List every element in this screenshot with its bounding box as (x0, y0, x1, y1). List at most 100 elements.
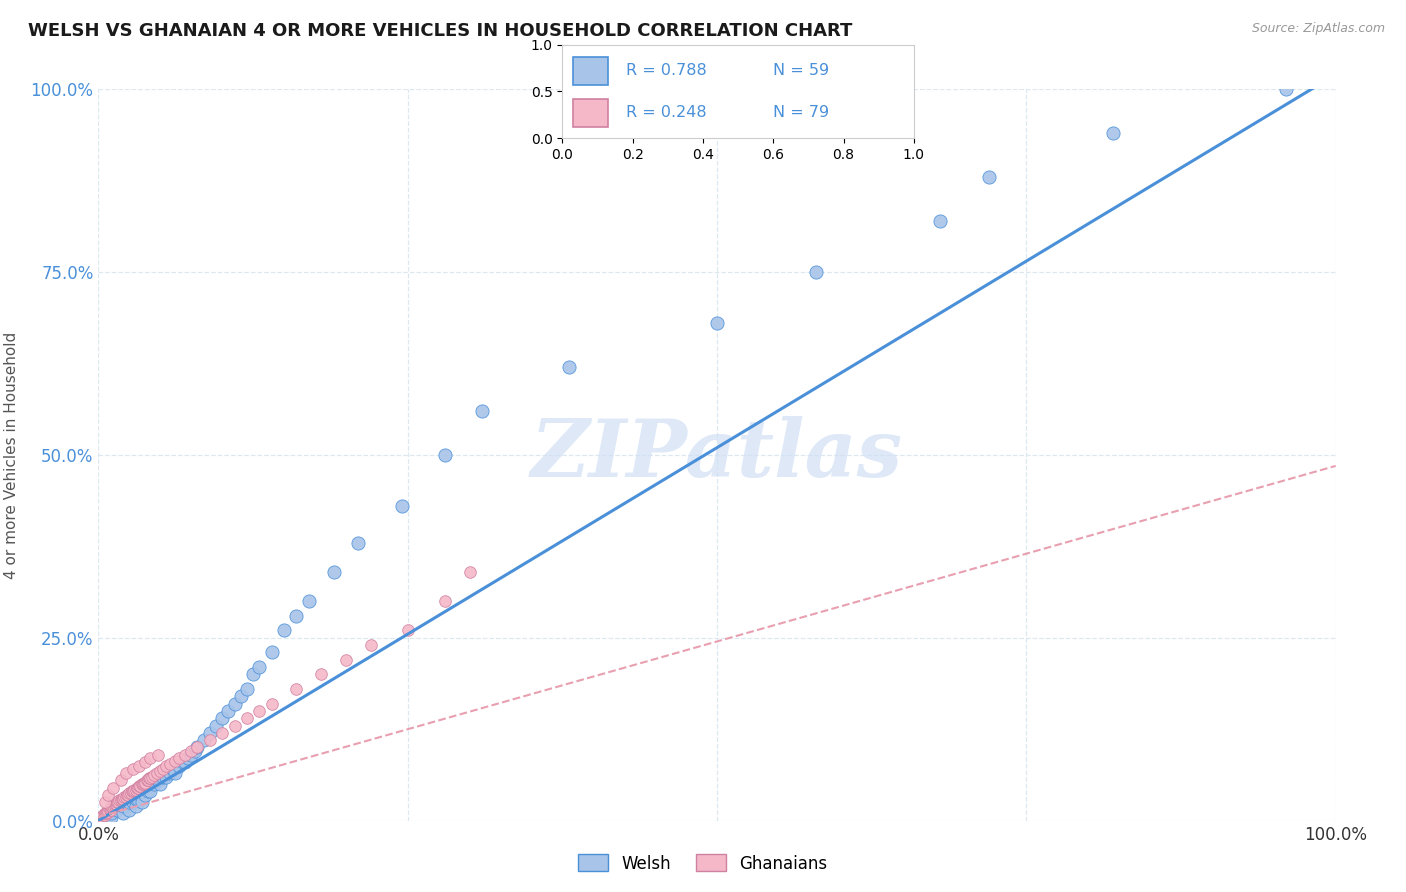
Point (143, 768, 166, 782)
Point (184, 744, 207, 758)
Point (143, 777, 166, 791)
Point (322, 565, 344, 579)
Point (360, 638, 382, 652)
Point (110, 773, 132, 788)
Point (98, 803, 121, 817)
Point (396, 624, 419, 638)
Point (159, 756, 181, 771)
Point (97, 805, 120, 819)
Point (1275, 82, 1298, 96)
Point (285, 681, 308, 696)
Point (134, 788, 156, 802)
Point (132, 777, 155, 791)
Point (131, 784, 153, 798)
Point (107, 796, 129, 810)
Point (100, 810, 122, 824)
Point (309, 667, 332, 681)
Point (96, 805, 118, 819)
Y-axis label: 4 or more Vehicles in Household: 4 or more Vehicles in Household (4, 331, 20, 579)
Point (211, 726, 233, 740)
FancyBboxPatch shape (574, 99, 609, 127)
Point (165, 754, 187, 768)
Point (101, 800, 124, 814)
Point (217, 704, 239, 718)
Point (260, 697, 283, 711)
Point (180, 744, 202, 758)
Point (103, 780, 125, 795)
Point (198, 726, 221, 740)
Point (193, 733, 215, 747)
Point (433, 448, 456, 462)
Point (122, 784, 145, 798)
Point (118, 796, 141, 810)
Point (180, 747, 202, 762)
Point (100, 800, 122, 814)
Text: Source: ZipAtlas.com: Source: ZipAtlas.com (1251, 22, 1385, 36)
Point (127, 791, 149, 805)
Point (112, 790, 135, 805)
Point (152, 763, 174, 777)
Point (122, 763, 145, 777)
Point (155, 758, 177, 772)
Point (129, 779, 152, 793)
Point (100, 806, 122, 821)
Point (285, 608, 308, 623)
Point (108, 793, 131, 807)
Point (471, 404, 494, 418)
Point (224, 697, 246, 711)
Point (139, 751, 162, 765)
Point (93, 806, 115, 821)
Point (145, 766, 167, 780)
Point (138, 771, 160, 785)
Point (110, 793, 132, 807)
Point (224, 718, 246, 732)
Point (167, 758, 190, 772)
Text: N = 79: N = 79 (773, 105, 830, 120)
Point (93, 807, 115, 822)
Point (105, 796, 128, 810)
Point (122, 796, 145, 810)
Point (134, 755, 156, 769)
Point (136, 784, 159, 798)
Point (146, 773, 169, 788)
Point (136, 777, 159, 791)
Point (557, 360, 579, 375)
Point (433, 594, 456, 608)
Point (136, 773, 159, 788)
Point (236, 681, 259, 696)
Point (103, 799, 125, 814)
Legend: Welsh, Ghanaians: Welsh, Ghanaians (572, 847, 834, 880)
Point (111, 791, 134, 805)
FancyBboxPatch shape (574, 57, 609, 85)
Point (118, 803, 141, 817)
Point (135, 773, 157, 788)
Point (115, 788, 138, 802)
Point (174, 747, 197, 762)
Point (134, 775, 156, 789)
Point (90, 810, 112, 824)
Point (152, 770, 174, 784)
Point (146, 747, 169, 762)
Point (124, 791, 146, 805)
Point (979, 169, 1001, 184)
Point (97, 788, 120, 802)
Point (247, 660, 270, 674)
Point (128, 779, 150, 793)
Text: R = 0.248: R = 0.248 (626, 105, 706, 120)
Point (347, 535, 370, 549)
Point (117, 788, 139, 802)
Point (186, 740, 208, 755)
Point (167, 751, 190, 765)
Point (125, 780, 148, 795)
Point (242, 667, 264, 681)
Point (139, 784, 162, 798)
Point (118, 786, 141, 800)
Point (114, 796, 136, 810)
Point (335, 653, 357, 667)
Point (198, 733, 221, 747)
Point (211, 711, 233, 725)
Point (149, 777, 172, 791)
Point (124, 799, 146, 814)
Point (236, 711, 259, 725)
Point (128, 758, 150, 772)
